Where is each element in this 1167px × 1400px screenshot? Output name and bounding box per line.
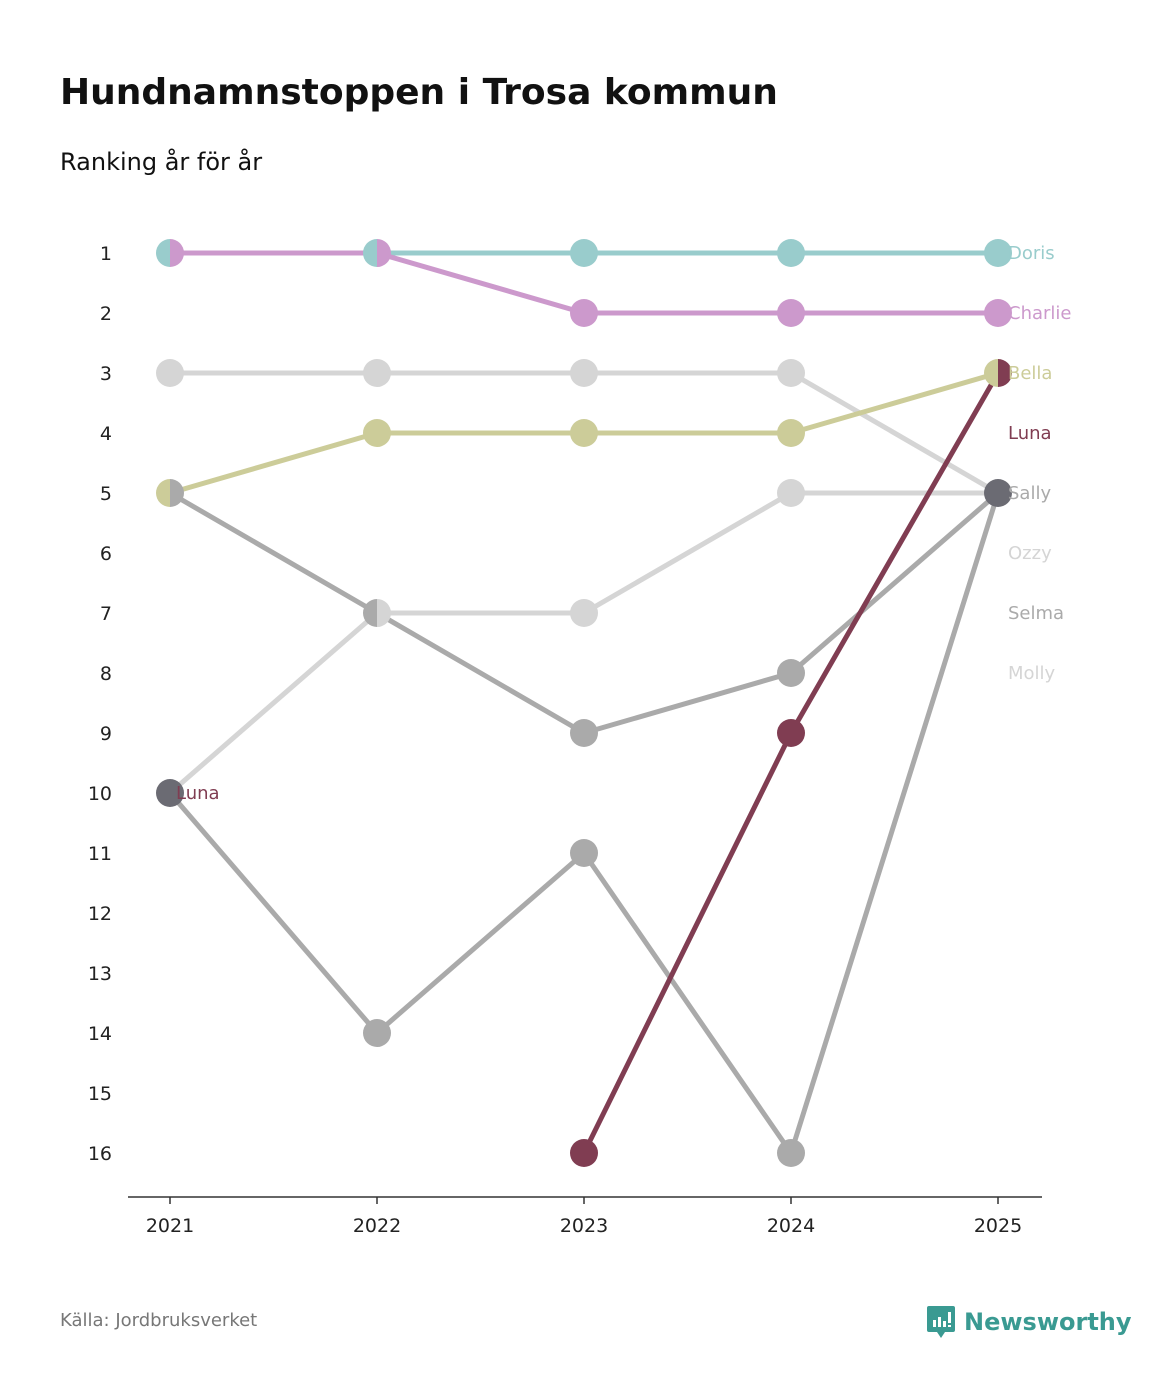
- data-point-tie: [156, 779, 184, 807]
- data-point-bella: [363, 419, 391, 447]
- data-point-luna: [777, 719, 805, 747]
- series-line-sally: [788, 490, 1001, 676]
- y-tick-label: 5: [100, 483, 112, 505]
- series-line-bella: [788, 370, 1001, 436]
- y-tick-label: 9: [100, 723, 112, 745]
- data-point-charlie: [570, 299, 598, 327]
- data-point-luna: [570, 1139, 598, 1167]
- data-point-doris: [984, 239, 1012, 267]
- y-tick-label: 14: [88, 1023, 112, 1045]
- data-point-charlie: [170, 239, 184, 267]
- data-point-doris: [777, 239, 805, 267]
- end-label-sally: Sally: [1008, 483, 1051, 504]
- data-point-doris: [570, 239, 598, 267]
- x-tick-label: 2024: [767, 1215, 815, 1237]
- series-line-selma: [581, 850, 794, 1156]
- data-point-molly: [570, 599, 598, 627]
- data-point-doris: [363, 239, 377, 267]
- brand-name: Newsworthy: [964, 1308, 1132, 1336]
- data-point-charlie: [984, 299, 1012, 327]
- data-point-sally: [363, 599, 377, 627]
- source-note: Källa: Jordbruksverket: [60, 1310, 258, 1331]
- y-tick-label: 8: [100, 663, 112, 685]
- end-label-doris: Doris: [1008, 243, 1055, 264]
- data-point-sally: [570, 719, 598, 747]
- y-tick-label: 10: [88, 783, 112, 805]
- x-tick-label: 2023: [560, 1215, 608, 1237]
- end-label-luna: Luna: [1008, 423, 1052, 444]
- y-tick-label: 15: [88, 1083, 112, 1105]
- x-tick-label: 2022: [353, 1215, 401, 1237]
- end-label-ozzy: Ozzy: [1008, 543, 1052, 564]
- y-tick-label: 11: [88, 843, 112, 865]
- data-point-tie: [984, 479, 1012, 507]
- data-point-ozzy: [777, 359, 805, 387]
- end-label-selma: Selma: [1008, 603, 1064, 624]
- y-tick-label: 12: [88, 903, 112, 925]
- series-line-bella: [167, 430, 380, 496]
- data-point-ozzy: [156, 359, 184, 387]
- data-point-doris: [156, 239, 170, 267]
- series-line-selma: [167, 790, 380, 1036]
- data-point-sally: [170, 479, 184, 507]
- data-point-selma: [363, 1019, 391, 1047]
- x-tick-label: 2021: [146, 1215, 194, 1237]
- series-line-charlie: [374, 250, 587, 316]
- start-label-luna: Luna: [176, 783, 220, 804]
- series-line-molly: [167, 610, 380, 796]
- data-point-bella: [570, 419, 598, 447]
- chart-subtitle: Ranking år för år: [60, 148, 263, 176]
- series-line-sally: [167, 490, 380, 616]
- data-point-bella: [777, 419, 805, 447]
- series-line-selma: [374, 850, 587, 1036]
- data-point-luna: [998, 359, 1012, 387]
- newsworthy-logo-icon: [927, 1306, 955, 1338]
- y-tick-label: 1: [100, 243, 112, 265]
- data-point-ozzy: [363, 359, 391, 387]
- data-point-molly: [377, 599, 391, 627]
- data-point-selma: [777, 1139, 805, 1167]
- y-tick-label: 6: [100, 543, 112, 565]
- series-line-luna: [788, 370, 1001, 736]
- series-line-molly: [581, 490, 794, 616]
- series-line-ozzy: [788, 370, 1001, 496]
- data-point-selma: [570, 839, 598, 867]
- end-label-charlie: Charlie: [1008, 303, 1071, 324]
- data-point-bella: [984, 359, 998, 387]
- chart-title: Hundnamnstoppen i Trosa kommun: [60, 72, 778, 113]
- data-point-charlie: [777, 299, 805, 327]
- data-point-molly: [777, 479, 805, 507]
- data-point-charlie: [377, 239, 391, 267]
- y-tick-label: 4: [100, 423, 112, 445]
- series-line-selma: [788, 490, 1001, 1156]
- x-tick-label: 2025: [974, 1215, 1022, 1237]
- series-line-sally: [581, 670, 794, 736]
- end-label-molly: Molly: [1008, 663, 1056, 684]
- newsworthy-logo: Newsworthy: [926, 1304, 1132, 1340]
- y-tick-label: 16: [88, 1143, 112, 1165]
- data-point-sally: [777, 659, 805, 687]
- end-label-bella: Bella: [1008, 363, 1052, 384]
- series-line-sally: [374, 610, 587, 736]
- y-tick-label: 3: [100, 363, 112, 385]
- series-line-luna: [581, 730, 794, 1156]
- y-tick-label: 13: [88, 963, 112, 985]
- y-tick-label: 2: [100, 303, 112, 325]
- data-point-ozzy: [570, 359, 598, 387]
- data-point-bella: [156, 479, 170, 507]
- y-tick-label: 7: [100, 603, 112, 625]
